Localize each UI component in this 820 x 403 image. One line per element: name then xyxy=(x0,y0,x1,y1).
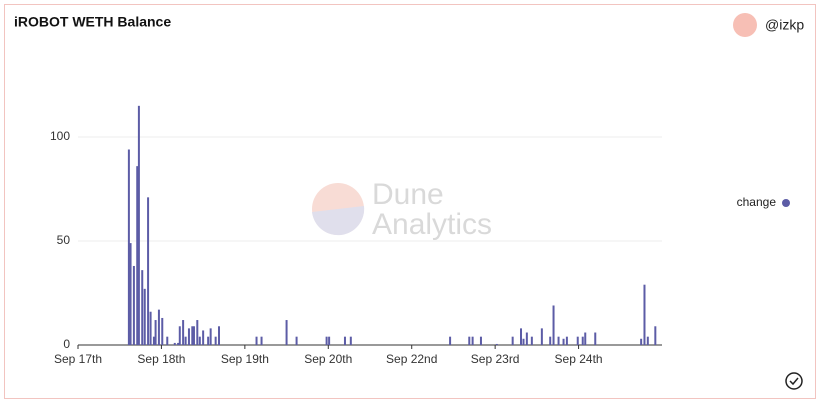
bar xyxy=(149,311,152,345)
bar xyxy=(154,320,157,345)
x-tick-label: Sep 24th xyxy=(555,352,603,366)
bar xyxy=(127,149,130,345)
bar xyxy=(137,105,140,345)
bar xyxy=(141,270,144,345)
bar xyxy=(549,336,552,345)
bar xyxy=(132,265,135,345)
bar xyxy=(581,336,584,345)
bar xyxy=(552,305,555,345)
bar xyxy=(525,332,528,345)
bar xyxy=(184,336,187,345)
avatar xyxy=(733,13,757,37)
x-tick-label: Sep 19th xyxy=(221,352,269,366)
bar xyxy=(209,328,212,345)
bar xyxy=(540,328,543,345)
bar xyxy=(520,328,523,345)
bar xyxy=(576,336,579,345)
bar xyxy=(196,320,199,345)
bar xyxy=(295,336,298,345)
bar xyxy=(202,330,205,345)
bar xyxy=(468,336,471,345)
chart-title: iROBOT WETH Balance xyxy=(14,14,171,30)
x-tick-label: Sep 23rd xyxy=(471,352,520,366)
x-tick-label: Sep 20th xyxy=(304,352,352,366)
y-tick-label: 100 xyxy=(50,129,70,143)
bar xyxy=(565,336,568,345)
bar xyxy=(479,336,482,345)
author: @izkp xyxy=(765,17,804,33)
bar xyxy=(198,336,201,345)
bar xyxy=(640,338,643,345)
bar xyxy=(187,328,190,345)
bar xyxy=(471,336,474,345)
x-tick-label: Sep 22nd xyxy=(386,352,437,366)
bar xyxy=(192,326,195,345)
bar xyxy=(562,338,565,345)
watermark-text: Analytics xyxy=(372,208,492,241)
bar xyxy=(325,336,328,345)
bar xyxy=(530,336,533,345)
bar xyxy=(449,336,452,345)
bar xyxy=(214,336,217,345)
bar xyxy=(157,309,160,345)
bar xyxy=(182,320,185,345)
y-tick-label: 0 xyxy=(63,337,70,351)
bar xyxy=(646,336,649,345)
watermark: Dune Analytics xyxy=(312,178,492,241)
bar xyxy=(178,326,181,345)
bar xyxy=(522,338,525,345)
bar xyxy=(643,284,646,345)
legend-marker xyxy=(782,199,790,207)
bar xyxy=(349,336,352,345)
bar xyxy=(152,336,155,345)
bar xyxy=(191,326,194,345)
bar xyxy=(511,336,514,345)
bar xyxy=(177,342,180,345)
bar xyxy=(584,332,587,345)
bar xyxy=(217,326,220,345)
bar xyxy=(147,197,150,345)
bar xyxy=(136,166,139,345)
bar xyxy=(129,243,132,345)
bar xyxy=(173,342,176,345)
bar xyxy=(207,336,210,345)
bar xyxy=(166,336,169,345)
watermark-logo-lower xyxy=(312,206,365,236)
x-tick-label: Sep 18th xyxy=(137,352,185,366)
bar xyxy=(594,332,597,345)
bar xyxy=(328,336,331,345)
bar xyxy=(654,326,657,345)
bar xyxy=(285,320,288,345)
bar xyxy=(495,343,498,345)
bar xyxy=(557,336,560,345)
legend-label: change xyxy=(737,195,777,209)
watermark-text: Dune xyxy=(372,178,444,211)
bar xyxy=(255,336,258,345)
bar xyxy=(260,336,263,345)
x-tick-label: Sep 17th xyxy=(54,352,102,366)
bar xyxy=(143,288,146,345)
bar xyxy=(343,336,346,345)
bar xyxy=(161,317,164,345)
y-tick-label: 50 xyxy=(57,233,71,247)
check-icon[interactable] xyxy=(785,372,803,390)
